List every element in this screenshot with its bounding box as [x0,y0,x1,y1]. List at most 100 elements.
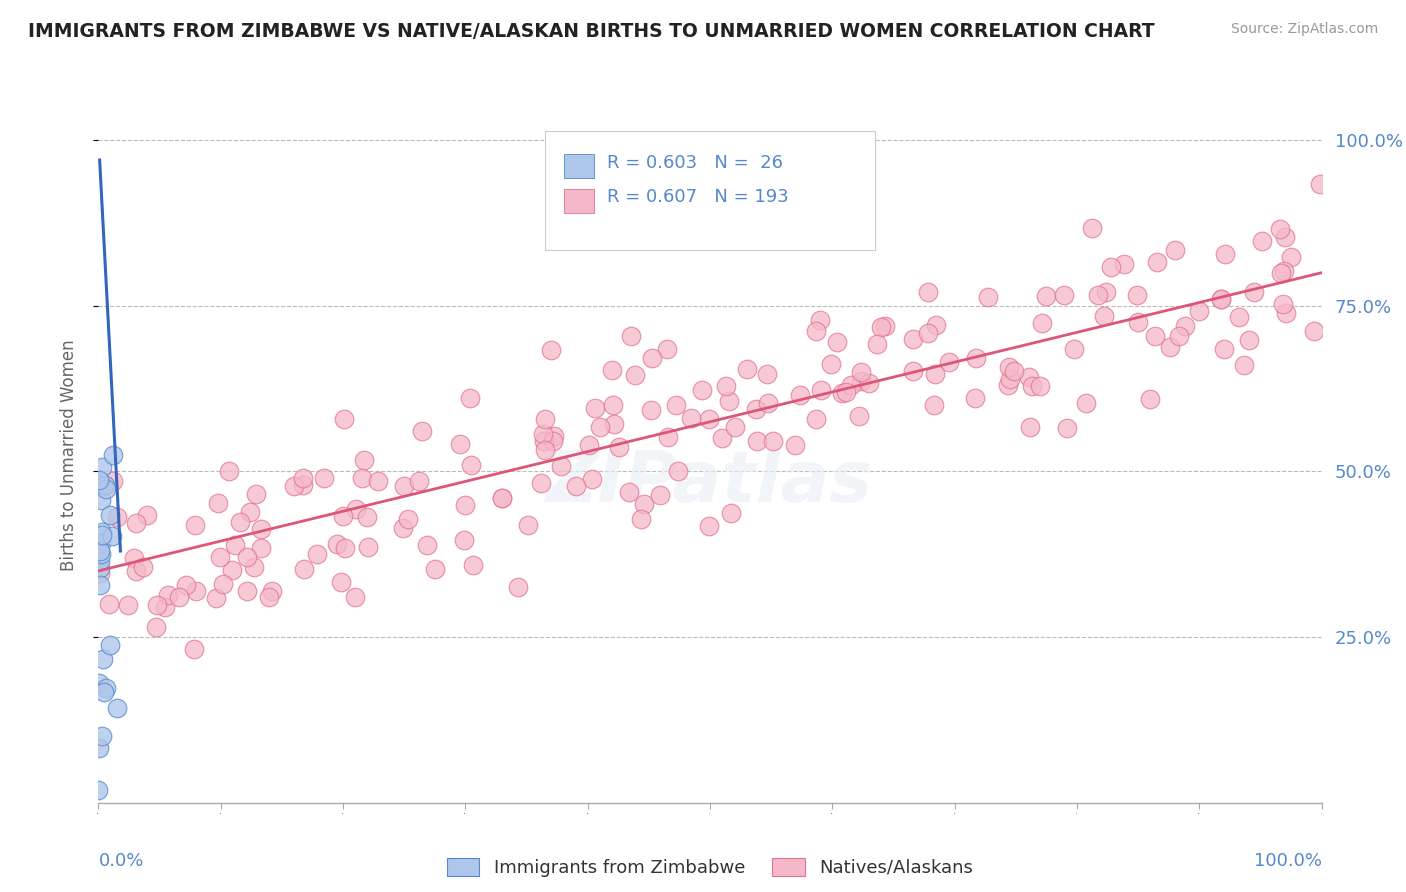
Point [1087,288,1109,302]
Point [745,434,768,448]
Point [1092,309,1115,323]
Point [783,438,806,452]
Point [1274,230,1296,244]
Point [239,505,262,519]
Point [755,367,778,381]
Point [454,498,477,512]
Point [922,398,945,412]
Point [344,502,367,516]
Point [917,326,939,341]
Legend: Immigrants from Zimbabwe, Natives/Alaskans: Immigrants from Zimbabwe, Natives/Alaska… [440,850,980,884]
Point [89,566,111,580]
Point [581,472,603,486]
Point [357,541,380,555]
Point [699,412,721,426]
Point [534,412,557,426]
Point [1303,324,1326,338]
Point [808,312,831,326]
Point [531,426,554,441]
Point [260,584,283,599]
Point [344,591,367,605]
Point [540,343,562,357]
Point [583,401,606,416]
Point [1188,303,1211,318]
Point [332,508,354,523]
Point [1095,285,1118,300]
Point [806,411,828,425]
Point [810,383,832,397]
Point [101,475,124,489]
Point [533,434,555,448]
Point [307,547,329,561]
Point [917,285,939,299]
Point [640,351,662,366]
Text: R = 0.607   N = 193: R = 0.607 N = 193 [607,188,789,206]
Point [184,584,207,599]
Point [804,324,827,338]
Point [236,549,259,564]
Point [330,575,353,590]
Point [620,329,643,343]
Point [250,522,273,536]
FancyBboxPatch shape [564,189,593,213]
Point [207,496,229,510]
Point [1144,328,1167,343]
Y-axis label: Births to Unmarried Women: Births to Unmarried Women [59,339,77,571]
Point [224,538,246,552]
Point [125,565,148,579]
Point [291,471,314,485]
Point [1099,260,1122,275]
Point [105,701,128,715]
Point [218,464,240,478]
Point [89,554,111,568]
Point [167,590,190,604]
Point [1272,297,1295,311]
Point [91,528,114,542]
Point [249,541,271,556]
Point [869,320,891,334]
Point [1209,293,1232,307]
Point [1018,370,1040,384]
Point [89,544,111,558]
Point [724,419,747,434]
Text: ZIPatlas: ZIPatlas [547,449,873,517]
Point [156,588,179,602]
Point [745,402,768,417]
Point [90,492,112,507]
Point [825,335,848,350]
Point [425,562,447,576]
Text: Source: ZipAtlas.com: Source: ZipAtlas.com [1230,22,1378,37]
Point [460,458,482,472]
Point [90,536,112,550]
Point [789,387,811,401]
Point [1031,316,1053,330]
Point [998,360,1021,375]
Point [619,485,641,500]
Point [1164,243,1187,257]
Point [89,578,111,592]
Point [356,509,378,524]
Point [87,782,110,797]
Point [901,332,924,346]
Point [1021,378,1043,392]
Point [117,598,139,612]
Point [1146,255,1168,269]
Point [657,430,679,444]
Point [87,676,110,690]
Point [541,434,564,448]
Point [245,487,267,501]
Point [607,440,630,454]
Point [350,471,373,485]
Point [90,460,112,475]
Point [90,547,112,561]
Point [924,367,946,381]
Point [145,598,167,612]
Point [392,479,415,493]
Point [965,351,987,366]
Point [1268,222,1291,236]
Point [848,409,870,423]
Point [183,641,205,656]
Point [94,681,117,696]
Point [1080,220,1102,235]
Point [353,452,375,467]
